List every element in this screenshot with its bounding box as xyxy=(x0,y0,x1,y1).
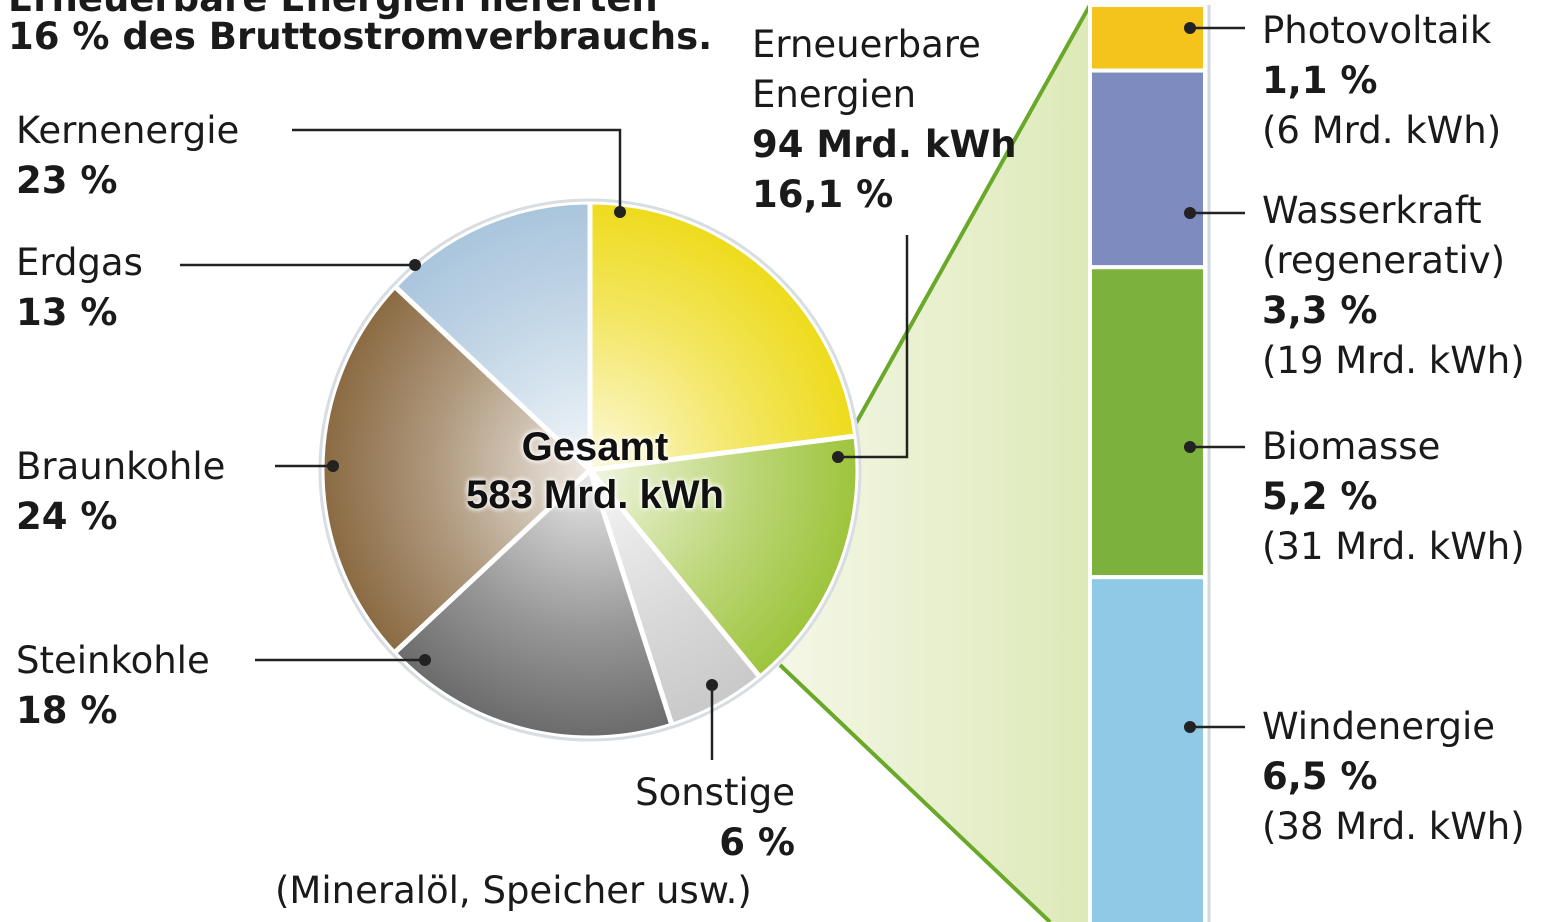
leader-dot xyxy=(1184,721,1196,733)
leader-dot xyxy=(1184,207,1196,219)
bar-segment xyxy=(1088,575,1207,922)
energy-label: (38 Mrd. kWh) xyxy=(1262,805,1525,848)
energy-label: (31 Mrd. kWh) xyxy=(1262,525,1525,568)
leader-dot xyxy=(832,451,844,463)
value-label: 23 % xyxy=(16,159,118,202)
category-label: Sonstige xyxy=(635,771,795,814)
leader-dot xyxy=(327,460,339,472)
category-label: Erneuerbare Energien xyxy=(752,23,981,116)
bar-segment xyxy=(1088,265,1207,580)
energy-label: 94 Mrd. kWh xyxy=(752,123,1017,166)
category-label: Steinkohle xyxy=(16,639,210,682)
value-label: 6,5 % xyxy=(1262,755,1378,798)
energy-label: (6 Mrd. kWh) xyxy=(1262,109,1502,152)
center-value: 583 Mrd. kWh xyxy=(466,473,724,517)
title: Erneuerbare Energien lieferten xyxy=(8,0,658,24)
leader-dot xyxy=(409,259,421,271)
value-label: 18 % xyxy=(16,689,118,732)
value-label: 5,2 % xyxy=(1262,475,1378,518)
category-label: Kernenergie xyxy=(16,109,240,152)
leader-lines xyxy=(180,26,1245,760)
value-label: 24 % xyxy=(16,495,118,538)
leader-dot xyxy=(614,206,626,218)
zoom-edge xyxy=(853,4,1092,426)
bar-segment xyxy=(1088,3,1207,73)
stacked-bar xyxy=(1088,3,1211,922)
category-label: Erdgas xyxy=(16,241,143,284)
leader-dot xyxy=(419,654,431,666)
category-label: Windenergie xyxy=(1262,705,1496,748)
value-label: 6 % xyxy=(719,821,795,864)
leader-line xyxy=(292,128,622,212)
value-label: 16,1 % xyxy=(752,173,894,216)
leader-dot xyxy=(706,679,718,691)
leader-line xyxy=(838,235,909,459)
pie-rim xyxy=(318,198,862,742)
title: 16 % des Bruttostromverbrauchs. xyxy=(8,15,713,58)
value-label: 1,1 % xyxy=(1262,59,1378,102)
note: (Mineralöl, Speicher usw.) xyxy=(275,869,752,912)
bar-segment xyxy=(1088,68,1207,270)
leader-dots xyxy=(327,22,1196,733)
energy-label: (19 Mrd. kWh) xyxy=(1262,339,1525,382)
category-label: Wasserkraft (regenerativ) xyxy=(1262,189,1506,282)
category-label: Braunkohle xyxy=(16,445,226,488)
pie xyxy=(319,199,861,741)
center-title: Gesamt xyxy=(521,425,669,469)
leader-dot xyxy=(1184,441,1196,453)
value-label: 3,3 % xyxy=(1262,289,1378,332)
leader-dot xyxy=(1184,22,1196,34)
category-label: Biomasse xyxy=(1262,425,1441,468)
category-label: Photovoltaik xyxy=(1262,9,1492,52)
value-label: 13 % xyxy=(16,291,118,334)
